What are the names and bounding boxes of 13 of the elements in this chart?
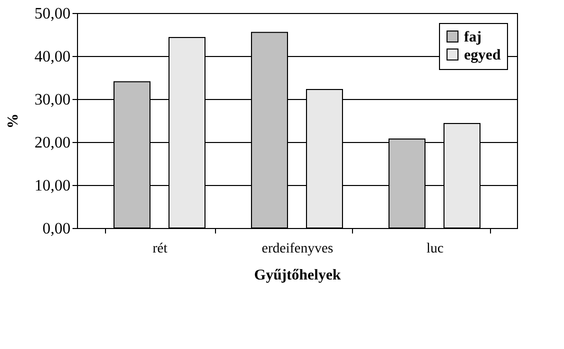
- y-axis-title: %: [6, 114, 22, 128]
- x-tick-label: erdeifenyves: [262, 242, 334, 256]
- y-tick-label: 20,00: [34, 134, 70, 152]
- y-tick-label: 50,00: [34, 6, 70, 22]
- y-tick-label: 30,00: [34, 92, 70, 108]
- y-tick-label: 10,00: [34, 178, 70, 194]
- y-tick-label: 0,00: [42, 220, 70, 238]
- legend-label: faj: [464, 30, 482, 46]
- x-tick-label: rét: [152, 242, 168, 256]
- y-tick-label: 40,00: [34, 48, 70, 66]
- x-axis-title: Gyűjtőhelyek: [254, 268, 342, 284]
- x-tick-label: luc: [426, 242, 444, 256]
- legend-label: egyed: [464, 48, 502, 64]
